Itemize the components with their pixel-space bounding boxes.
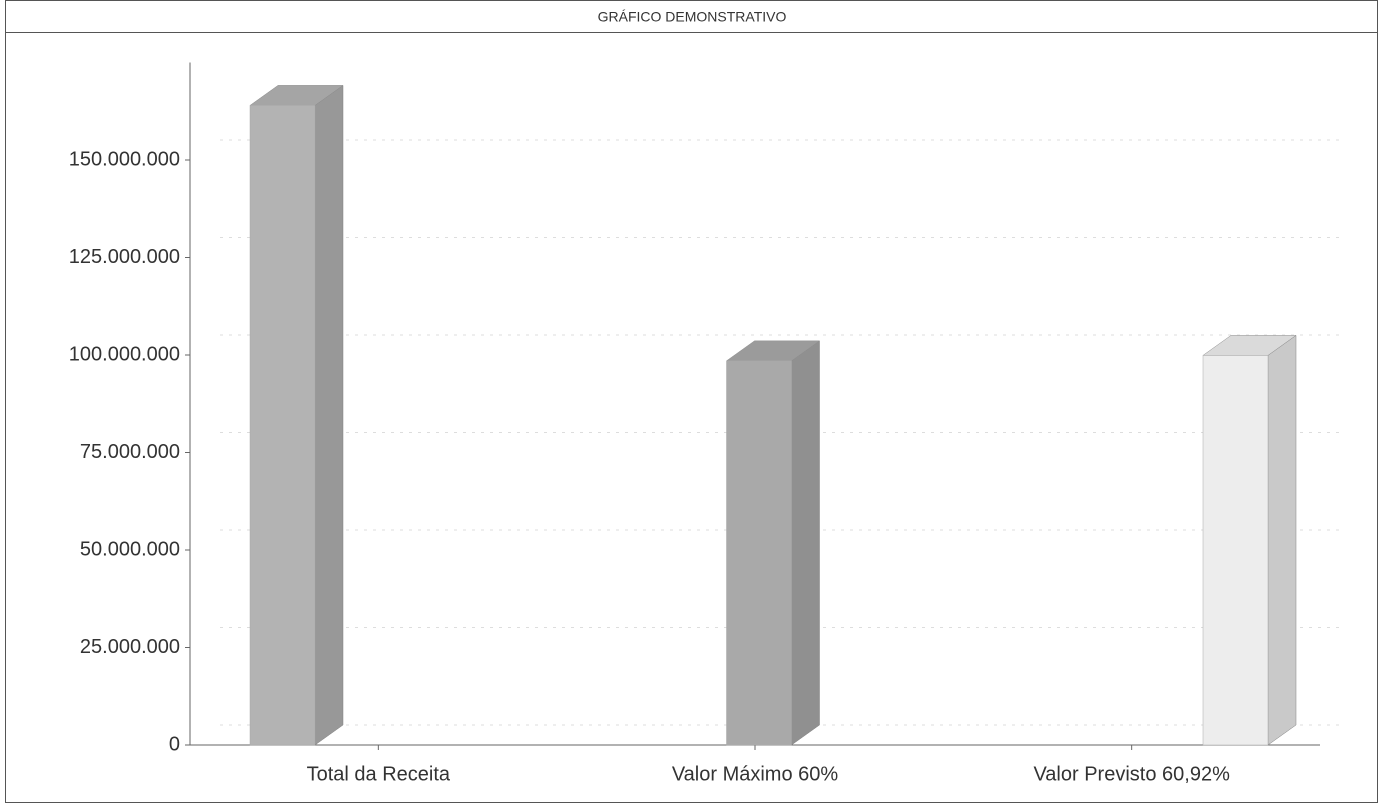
y-tick-label: 25.000.000 — [80, 636, 180, 658]
bar — [726, 360, 792, 746]
bar-side — [314, 84, 344, 746]
x-tick-label: Valor Máximo 60% — [672, 763, 839, 785]
chart-title: GRÁFICO DEMONSTRATIVO — [598, 9, 787, 25]
frame — [5, 0, 1378, 803]
y-tick-label: 125.000.000 — [69, 246, 180, 268]
bar-side — [791, 340, 820, 746]
x-tick-label: Total da Receita — [307, 763, 451, 785]
y-tick-label: 75.000.000 — [80, 441, 180, 463]
bar — [1202, 355, 1269, 746]
bar-side — [1267, 334, 1297, 746]
bar — [249, 105, 316, 746]
x-tick-label: Valor Previsto 60,92% — [1033, 763, 1230, 785]
y-tick-label: 0 — [169, 733, 180, 755]
y-tick-label: 150.000.000 — [69, 148, 180, 170]
y-tick-label: 50.000.000 — [80, 538, 180, 560]
y-tick-label: 100.000.000 — [69, 343, 180, 365]
